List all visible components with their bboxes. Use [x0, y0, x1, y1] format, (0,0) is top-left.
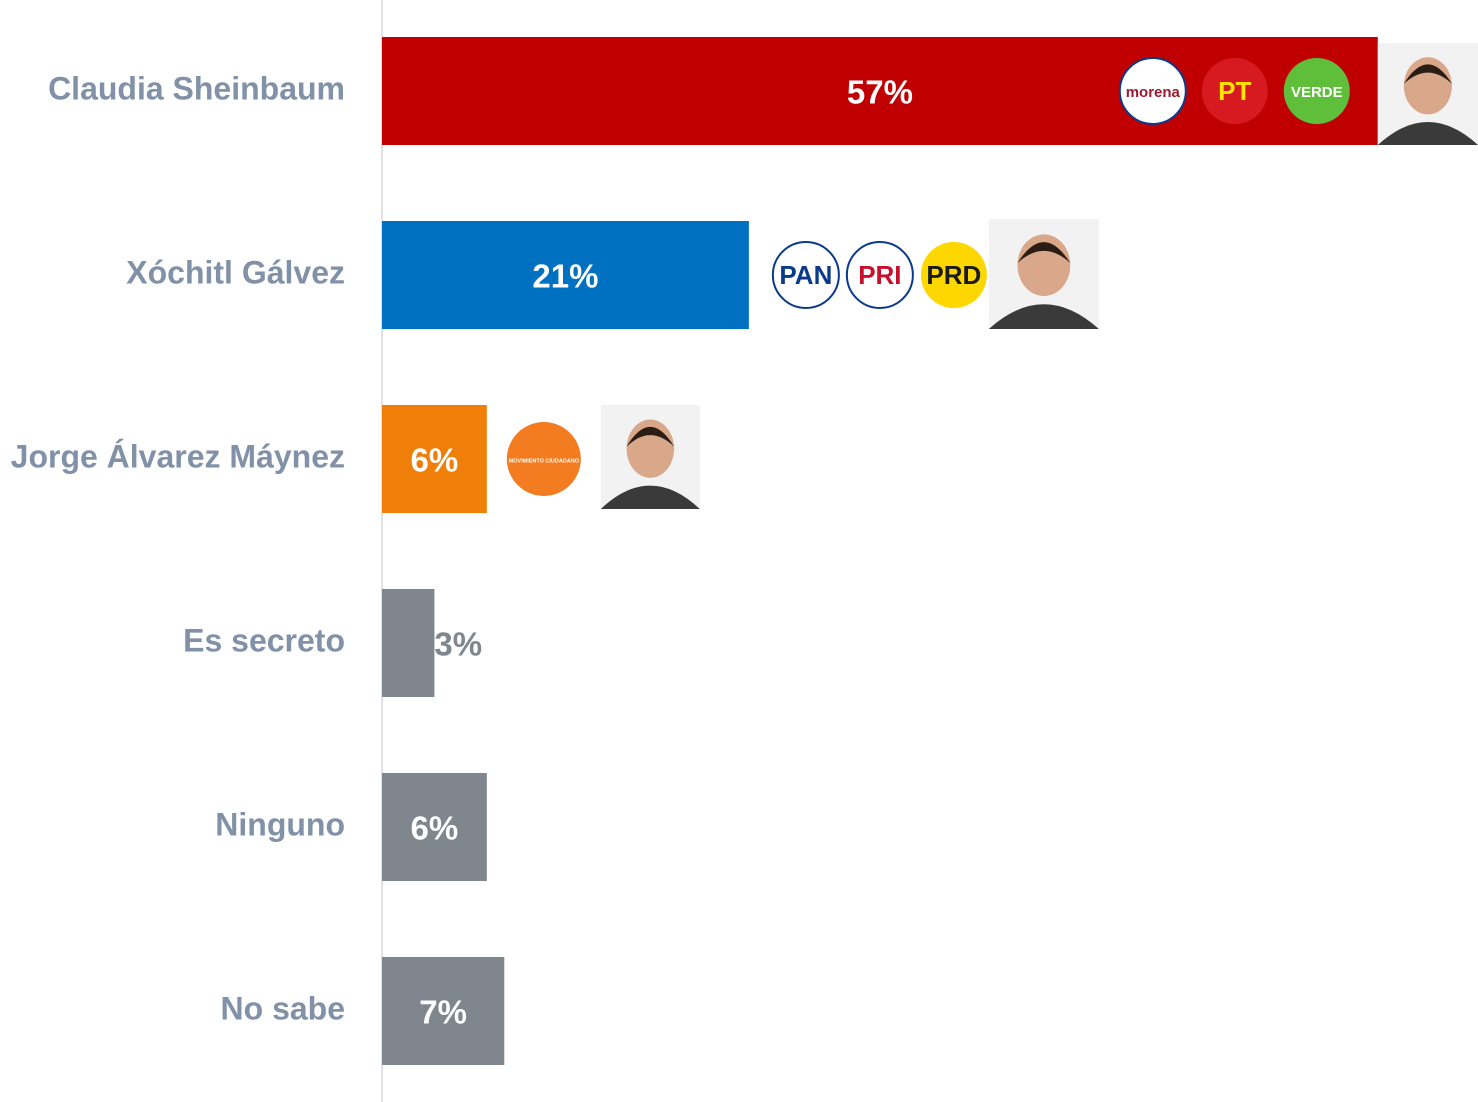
photo-shoulders [1377, 122, 1478, 145]
party-logo-text: PT [1218, 76, 1251, 106]
value-label: 21% [532, 258, 598, 295]
candidate-photo [600, 405, 700, 509]
value-label: 7% [419, 994, 467, 1031]
category-label: Jorge Álvarez Máynez [11, 438, 345, 474]
party-logo [1283, 58, 1350, 124]
bar [382, 589, 435, 697]
bar [382, 405, 487, 513]
bar [382, 773, 487, 881]
photo-hair [626, 426, 675, 447]
party-logo-text: VERDE [1291, 84, 1343, 101]
photo-hair [1403, 64, 1452, 84]
value-label: 6% [411, 442, 459, 479]
category-label: Es secreto [183, 622, 345, 658]
bar [382, 957, 505, 1065]
party-logo [1201, 58, 1268, 124]
party-logo [771, 241, 840, 309]
photo-hair [1017, 242, 1071, 263]
category-label: Ninguno [215, 806, 345, 842]
category-label: No sabe [221, 990, 345, 1026]
bar [382, 221, 749, 329]
photo-shoulders [988, 304, 1099, 329]
value-label: 6% [411, 810, 459, 847]
party-logo [506, 422, 581, 496]
photo-shoulders [600, 485, 700, 509]
party-logo [920, 242, 987, 308]
party-logo-text: MOVIMIENTO CIUDADANO [509, 458, 580, 464]
candidate-photo [988, 219, 1099, 329]
value-label: 3% [434, 626, 482, 663]
party-logo-text: PRD [926, 260, 981, 290]
party-logo-text: morena [1126, 84, 1181, 101]
party-logo [845, 241, 914, 309]
candidate-photo [1377, 43, 1478, 145]
party-logo-text: PAN [779, 260, 832, 290]
value-label: 57% [847, 74, 913, 111]
category-label: Claudia Sheinbaum [48, 70, 345, 106]
party-logo-text: PRI [858, 260, 901, 290]
category-label: Xóchitl Gálvez [126, 254, 345, 290]
party-logo [1118, 57, 1187, 125]
